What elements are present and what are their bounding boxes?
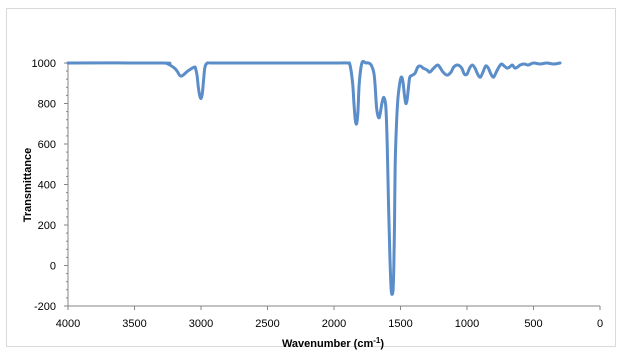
x-tick-label: 2500 [255,318,279,330]
x-axis: 4000 3500 3000 2500 2000 1500 1000 500 0 [56,305,603,330]
y-tick-label: 1000 [32,58,56,70]
y-tick-label: 0 [50,261,56,273]
x-axis-title-superscript: -1 [373,336,381,345]
series-line-0 [66,60,562,296]
y-tick-label: 800 [38,99,56,111]
y-axis-title: Transmittance [22,148,34,223]
x-tick-label: 2000 [322,318,346,330]
y-tick-label: -200 [34,301,56,313]
x-tick-label: 500 [524,318,542,330]
x-tick-label: 1500 [388,318,412,330]
x-tick-label: 0 [597,318,603,330]
x-tick-label: 4000 [56,318,80,330]
x-tick-label: 3500 [122,318,146,330]
y-tick-label: 200 [38,220,56,232]
x-tick-label: 3000 [189,318,213,330]
x-axis-title-close: ) [380,338,384,350]
y-tick-label: 600 [38,139,56,151]
x-axis-title: Wavenumber (cm-1) [282,336,384,350]
y-axis: 1000 800 600 400 200 0 -200 [32,58,69,313]
series-layer [66,60,562,296]
x-tick-label: 1000 [455,318,479,330]
y-tick-label: 400 [38,180,56,192]
x-axis-title-main: Wavenumber (cm [282,338,374,350]
